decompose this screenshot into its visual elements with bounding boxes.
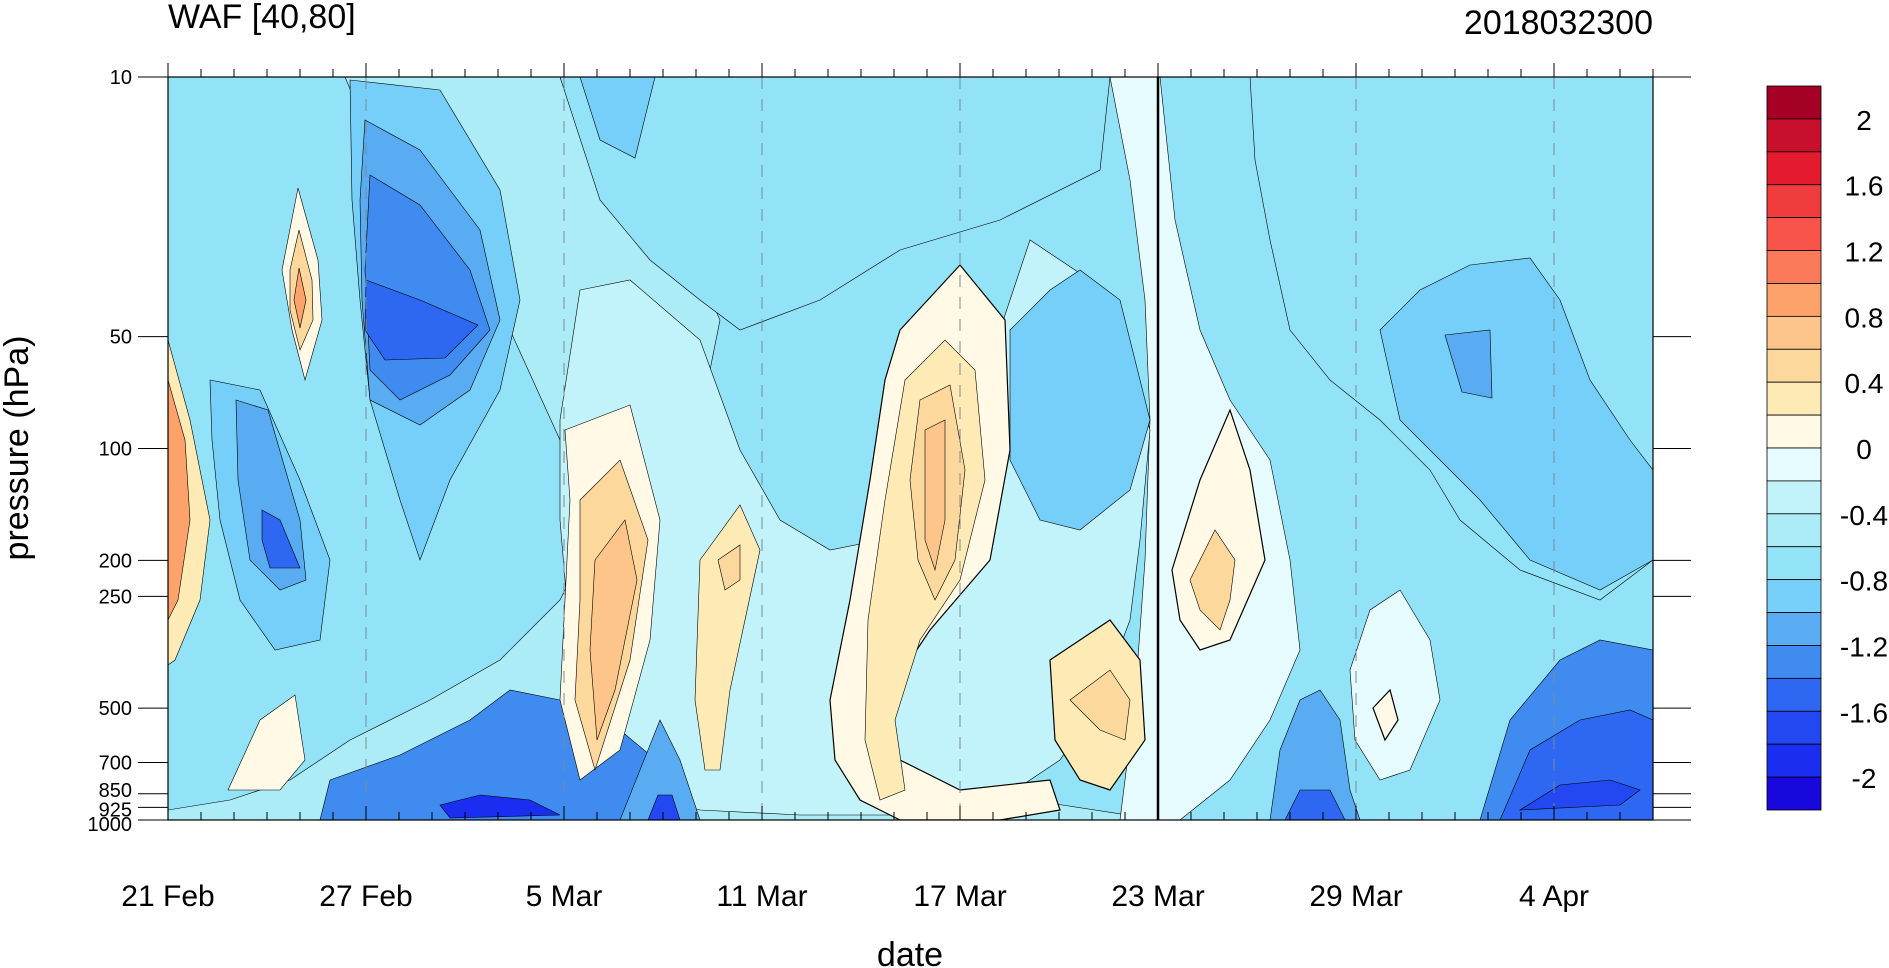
colorbar-label: -2 (1852, 763, 1877, 794)
contour-neg-left-core (261, 509, 301, 569)
contour-neg-feb27-core (364, 279, 479, 361)
y-tick-label: 200 (99, 550, 132, 572)
colorbar-label: -1.2 (1840, 631, 1888, 662)
x-tick-label: 27 Feb (319, 880, 412, 913)
colorbar-swatch (1766, 85, 1822, 120)
contour-neg-top-mar4 (579, 77, 656, 159)
colorbar-label: 2 (1856, 105, 1872, 136)
contour-pos-feb23-bottom (227, 694, 306, 791)
y-tick-label: 850 (99, 780, 132, 802)
colorbar-swatch (1766, 118, 1822, 153)
contour-neg-mar8-bottom (619, 719, 701, 820)
colorbar-swatch (1766, 677, 1822, 712)
colorbar-swatch (1766, 776, 1822, 811)
colorbar-label: -1.6 (1840, 697, 1888, 728)
colorbar-label: 0.8 (1845, 302, 1884, 333)
contour-neg-bottom-left-core (439, 794, 561, 819)
x-axis-title: date (877, 936, 943, 968)
contour-neg-mar8-core (647, 794, 681, 820)
contour-pos-mar21-core (1069, 669, 1131, 741)
colorbar-swatch (1766, 579, 1822, 613)
x-tick-label: 11 Mar (716, 880, 807, 913)
colorbar-swatch (1766, 513, 1822, 548)
contour-neg-right-bottom-core (1518, 779, 1641, 811)
contour-pos-feb25-core (293, 267, 307, 329)
contour-pos-mar16-core (924, 419, 946, 572)
colorbar-swatch (1766, 546, 1822, 581)
colorbar-swatch (1766, 283, 1822, 317)
colorbar-swatch (1766, 414, 1822, 449)
y-axis-title: pressure (hPa) (0, 336, 36, 561)
negative-contours (209, 77, 1653, 820)
colorbar-swatch (1766, 250, 1822, 284)
x-tick-label: 21 Feb (121, 880, 214, 913)
colorbar-label: -0.4 (1840, 500, 1888, 531)
colorbar-swatch (1766, 217, 1822, 251)
colorbar: 2 1.6 1.2 0.8 0.4 0 -0.4 -0.8 -1.2 -1.6 -2 (1766, 85, 1888, 811)
colorbar-swatch (1766, 315, 1822, 350)
y-tick-label: 925 (99, 799, 132, 821)
band-right-neg-core (1444, 329, 1493, 399)
plot-area (168, 77, 1653, 820)
x-axis: 21 Feb 27 Feb 5 Mar 11 Mar 17 Mar 23 Mar 29 Ma… (121, 63, 1654, 913)
colorbar-swatch (1766, 480, 1822, 515)
contour-pos-mar30 (1349, 589, 1441, 781)
colorbar-swatch (1766, 184, 1822, 219)
y-tick-label: 500 (99, 698, 132, 720)
contour-pos-mar24-core (1189, 529, 1236, 631)
colorbar-label: 1.6 (1845, 171, 1884, 202)
contour-pos-mar6-core (589, 519, 638, 741)
y-tick-label: 700 (99, 752, 132, 774)
colorbar-swatch (1766, 645, 1822, 679)
colorbar-label: 0 (1856, 434, 1872, 465)
colorbar-swatch (1766, 612, 1822, 646)
colorbar-label: 1.2 (1845, 237, 1884, 268)
colorbar-label: -0.8 (1840, 566, 1888, 597)
x-tick-label: 17 Mar (913, 880, 1006, 913)
date-gridlines (365, 77, 1555, 820)
colorbar-swatch (1766, 381, 1822, 416)
contour-pos-mar9-outer (694, 504, 761, 771)
x-tick-label: 4 Apr (1519, 880, 1589, 913)
colorbar-swatch (1766, 447, 1822, 482)
colorbar-swatch (1766, 743, 1822, 778)
x-tick-label: 23 Mar (1111, 880, 1204, 913)
contour-pos-mar30-core (1372, 688, 1399, 742)
y-tick-label: 1000 (88, 814, 133, 836)
contour-pos-mar9-core (717, 544, 741, 591)
positive-contours (168, 187, 1441, 820)
chart-title: WAF [40,80] (168, 0, 356, 36)
colorbar-label: 0.4 (1845, 368, 1884, 399)
contour-neg-mar26-core (1284, 789, 1346, 820)
colorbar-swatch (1766, 348, 1822, 383)
y-tick-label: 250 (99, 586, 132, 608)
y-tick-label: 10 (110, 67, 132, 89)
chart-run-label: 2018032300 (1464, 4, 1653, 42)
contour-pos-left-edge-core (168, 379, 191, 621)
colorbar-swatch (1766, 710, 1822, 745)
x-tick-label: 5 Mar (526, 880, 603, 913)
x-tick-label: 29 Mar (1309, 880, 1402, 913)
y-tick-label: 100 (99, 439, 132, 461)
y-tick-label: 50 (110, 327, 132, 349)
contour-neg-mar19 (1009, 269, 1151, 531)
contour-neg-mar26-bottom (1269, 689, 1361, 820)
colorbar-swatch (1766, 151, 1822, 186)
band-upper-center (559, 77, 1111, 331)
